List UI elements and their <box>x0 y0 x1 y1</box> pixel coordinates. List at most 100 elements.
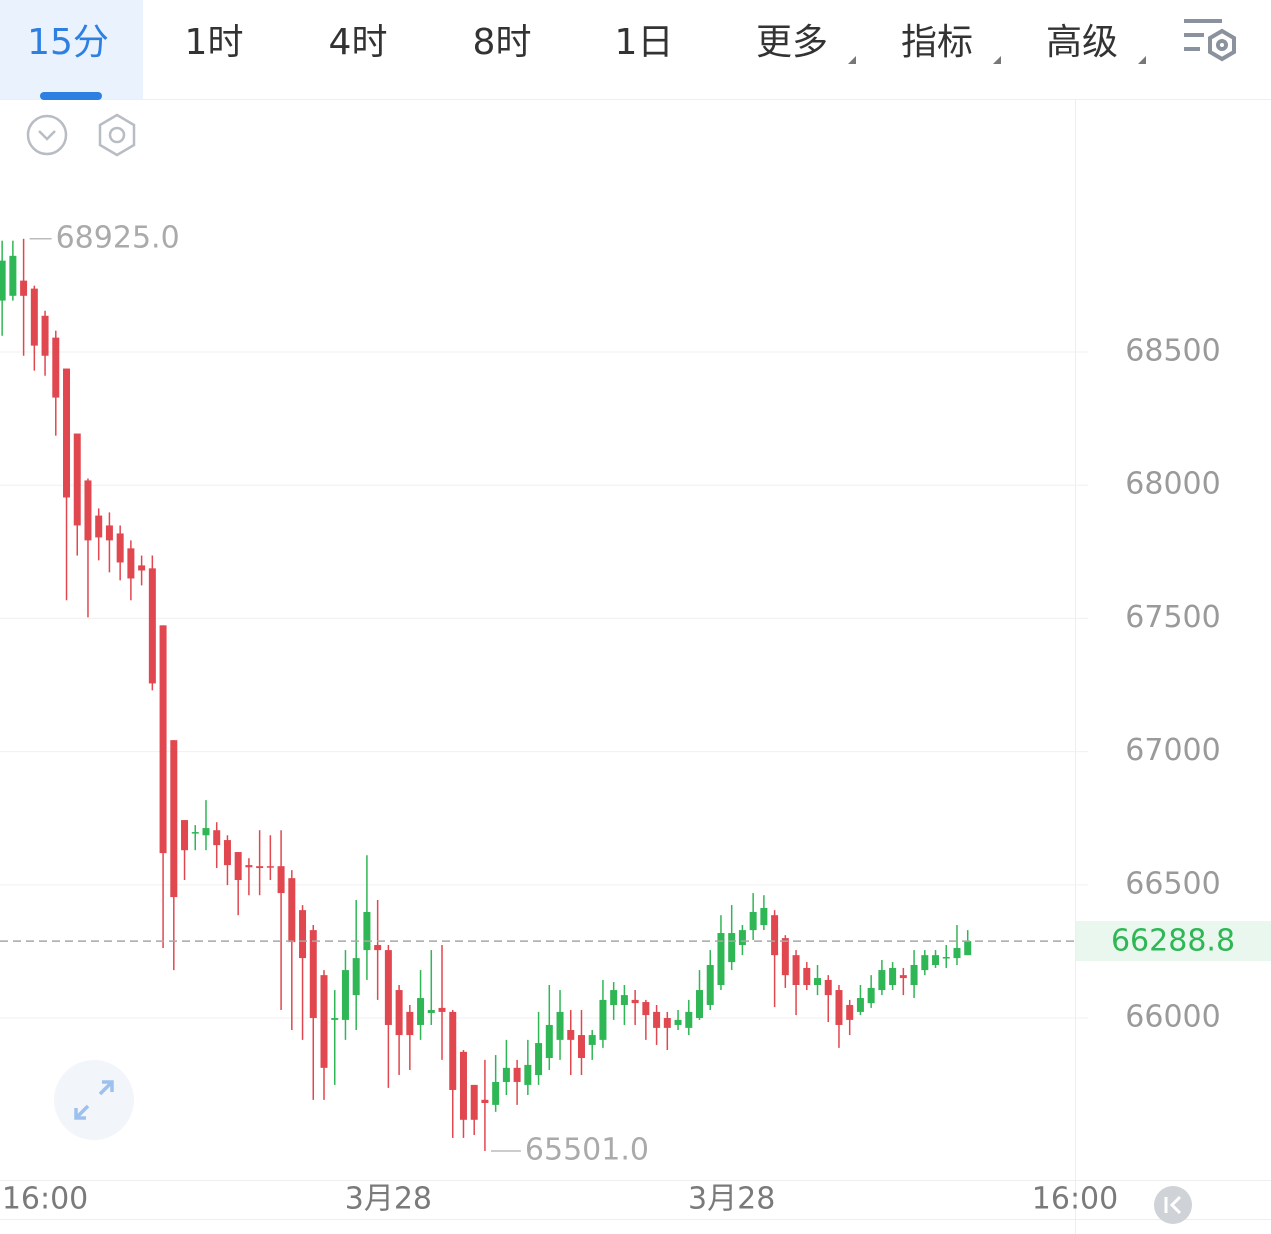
candle-body <box>867 987 875 1004</box>
settings-button[interactable] <box>98 113 136 157</box>
candle-body <box>449 1011 457 1090</box>
candle-body <box>663 1018 671 1028</box>
candle-body <box>556 1011 564 1040</box>
tab[interactable]: 更多 <box>756 22 828 63</box>
candle-body <box>127 548 135 579</box>
candle-body <box>459 1051 467 1120</box>
dropdown-triangle <box>1138 56 1146 64</box>
candle-body <box>964 941 972 956</box>
candle-body <box>213 830 221 846</box>
candle-body <box>599 999 607 1040</box>
expand-arrows <box>74 1080 114 1120</box>
candle-body <box>932 955 940 966</box>
candle-body <box>95 515 103 538</box>
arrow <box>74 1108 86 1120</box>
candle-body <box>814 978 822 985</box>
x-tick-label: 16:00 <box>2 1182 88 1217</box>
collapse-chevron <box>38 130 56 141</box>
icon-stroke <box>1208 28 1236 62</box>
candle-body <box>588 1035 596 1045</box>
candle-body <box>771 915 779 956</box>
candle-body <box>256 866 264 869</box>
candle-body <box>170 740 178 898</box>
candle-body <box>299 910 307 959</box>
collapse-button[interactable] <box>26 114 68 156</box>
tab[interactable]: 15分 <box>27 22 109 63</box>
candle-body <box>889 967 897 985</box>
tab[interactable]: 4时 <box>329 22 388 63</box>
arrow <box>74 1104 90 1120</box>
settings-dot <box>108 126 126 144</box>
candle-body <box>417 998 425 1025</box>
candle-body <box>395 990 403 1036</box>
candle-body <box>846 1004 854 1020</box>
candle-body <box>148 568 156 684</box>
candle-body <box>363 911 371 951</box>
candle-body <box>116 533 124 563</box>
candle-body <box>374 945 382 951</box>
y-tick-label: 67500 <box>1125 600 1220 635</box>
candle-body <box>266 866 274 868</box>
tab[interactable]: 1日 <box>615 22 674 63</box>
candle-body <box>406 1011 414 1036</box>
candle-body <box>803 967 811 985</box>
candle-body <box>545 1024 553 1058</box>
candle-body <box>288 878 296 943</box>
candle-body <box>470 1084 478 1120</box>
candle-body <box>492 1081 500 1105</box>
candle-body <box>513 1067 521 1082</box>
candle-body <box>856 998 864 1012</box>
candle-body <box>427 1010 435 1013</box>
candle-body <box>878 970 886 991</box>
y-tick-label: 66000 <box>1125 1000 1220 1035</box>
candle-body <box>191 832 199 834</box>
last-price-label: 66288.8 <box>1111 924 1235 959</box>
candle-body <box>824 979 832 996</box>
candle-body <box>384 950 392 1025</box>
candle-body <box>942 957 950 959</box>
candle-body <box>84 480 92 541</box>
candle-body <box>653 1011 661 1028</box>
active-tab-indicator <box>40 92 102 100</box>
y-tick-label: 66500 <box>1125 866 1220 901</box>
candle-body <box>642 1002 650 1016</box>
candle-body <box>921 955 929 971</box>
candle-body <box>502 1067 510 1082</box>
back-to-latest[interactable] <box>1154 1186 1192 1224</box>
candle-body <box>728 933 736 963</box>
tab[interactable]: 1时 <box>185 22 244 63</box>
arrow <box>98 1080 114 1096</box>
latest-icon <box>1169 1195 1182 1215</box>
candle-body <box>20 280 28 296</box>
y-tick-label: 68000 <box>1125 467 1220 502</box>
candle-body <box>352 958 360 996</box>
candle-body <box>685 1011 693 1028</box>
candle-body <box>52 337 60 398</box>
arrow <box>102 1080 114 1092</box>
candle-body <box>181 820 189 851</box>
candle-body <box>610 990 618 1005</box>
candle-body <box>331 1018 339 1020</box>
candle-body <box>105 525 113 541</box>
candle-body <box>202 828 210 836</box>
y-tick-label: 67000 <box>1125 733 1220 768</box>
settings-icon[interactable] <box>1184 19 1236 62</box>
candle-body <box>159 625 167 854</box>
expand-button[interactable] <box>54 1060 134 1140</box>
candle-body <box>696 990 704 1019</box>
tab[interactable]: 8时 <box>473 22 532 63</box>
candle-body <box>277 866 285 894</box>
tab[interactable]: 高级 <box>1046 22 1118 63</box>
tab[interactable]: 指标 <box>901 22 973 63</box>
candle-body <box>309 930 317 1019</box>
candle-body <box>953 947 961 959</box>
min-label: 65501.0 <box>525 1132 649 1167</box>
active-tab-bg <box>0 0 143 99</box>
candle-body <box>438 1007 446 1012</box>
candle-body <box>738 930 746 946</box>
candle-body <box>910 965 918 985</box>
candle-body <box>781 938 789 976</box>
candle-body <box>760 908 768 926</box>
